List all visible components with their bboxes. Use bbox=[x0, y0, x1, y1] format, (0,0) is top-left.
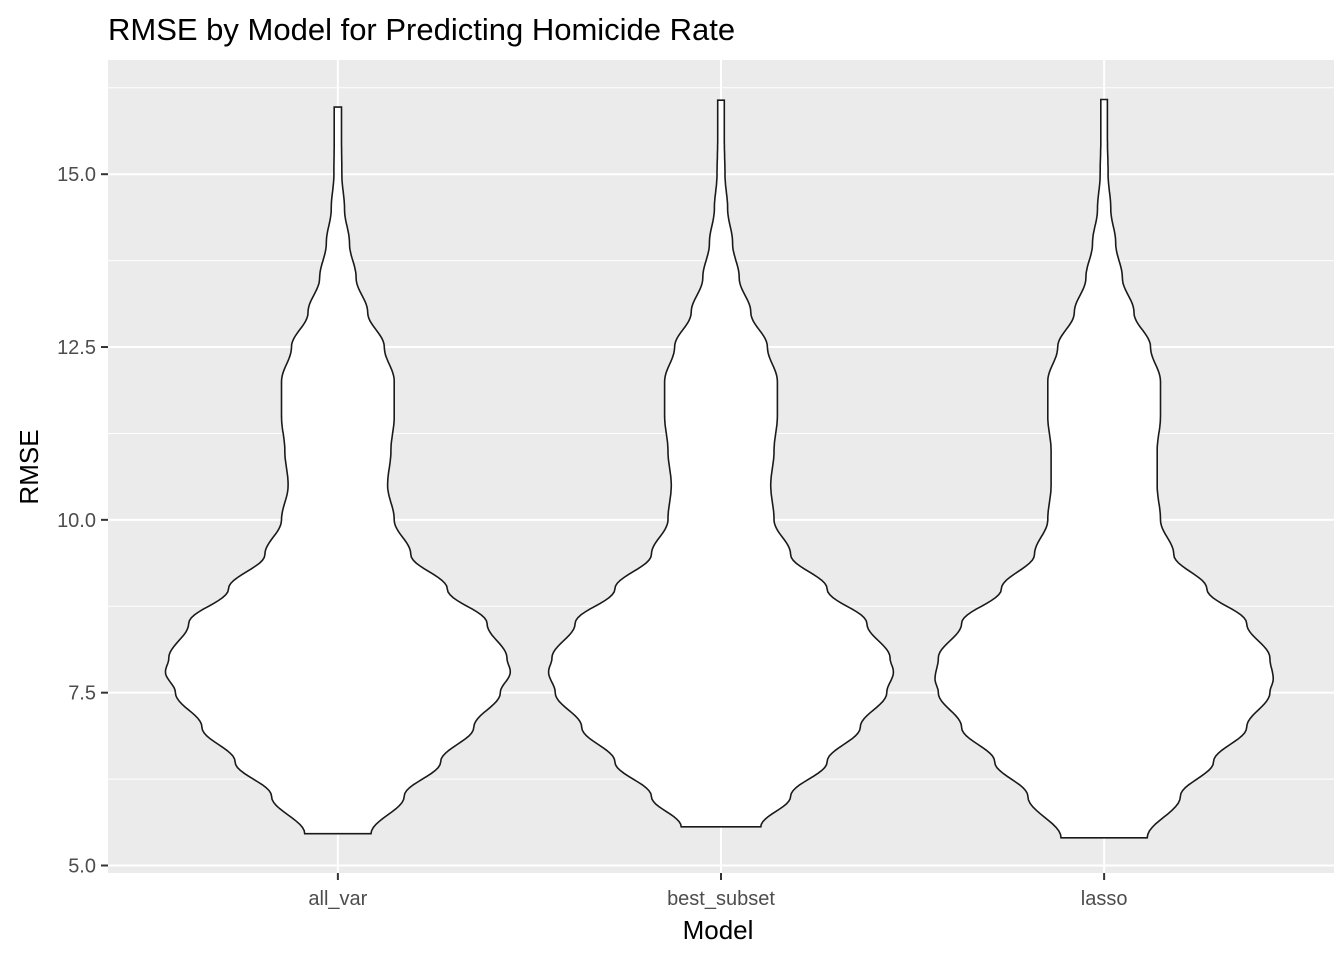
chart-title: RMSE by Model for Predicting Homicide Ra… bbox=[108, 12, 735, 47]
y-tick-label: 10.0 bbox=[57, 510, 96, 532]
y-tick-label: 15.0 bbox=[57, 164, 96, 186]
violins bbox=[164, 98, 1274, 839]
y-tick-label: 5.0 bbox=[68, 856, 96, 878]
y-axis-title: RMSE bbox=[14, 429, 44, 504]
x-axis: all_var best_subset lasso bbox=[308, 873, 1127, 910]
violin-best-subset bbox=[547, 99, 895, 828]
x-axis-title: Model bbox=[683, 915, 754, 945]
x-tick-label: lasso bbox=[1081, 888, 1128, 910]
y-tick-label: 12.5 bbox=[57, 337, 96, 359]
y-axis: 5.0 7.5 10.0 12.5 15.0 bbox=[57, 164, 108, 878]
x-tick-label: all_var bbox=[308, 888, 367, 910]
x-tick-label: best_subset bbox=[667, 888, 775, 910]
violin-lasso bbox=[934, 98, 1274, 839]
violin-all-var bbox=[164, 106, 512, 835]
y-tick-label: 7.5 bbox=[68, 683, 96, 705]
